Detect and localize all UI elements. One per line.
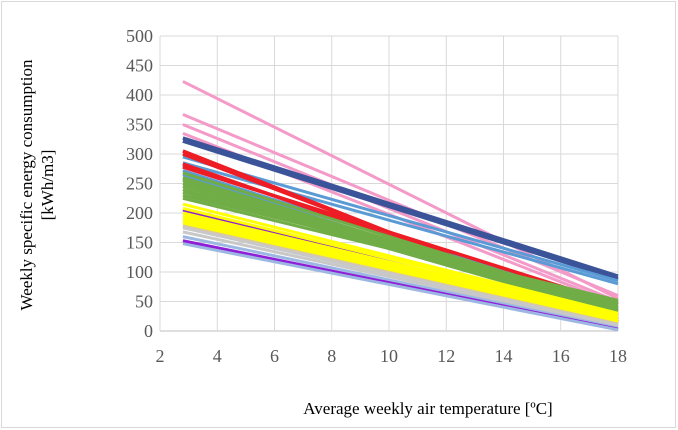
y-tick-label: 450 [126, 56, 153, 76]
x-tick-label: 12 [437, 346, 455, 366]
series-line-6 [182, 139, 619, 281]
series-line-7 [182, 155, 619, 283]
x-tick-labels: 2 4 6 8 10 12 14 16 18 [156, 346, 628, 366]
series-line-37 [182, 235, 619, 330]
series-line-39 [182, 242, 619, 332]
y-tick-label: 150 [126, 233, 153, 253]
series-line-32 [182, 220, 619, 322]
x-tick-label: 2 [156, 346, 165, 366]
x-axis-label: Average weekly air temperature [ºC] [303, 399, 552, 418]
series-line-5 [182, 136, 619, 278]
series-line-3 [182, 123, 619, 303]
y-tick-label: 300 [126, 144, 153, 164]
y-tick-label: 50 [135, 292, 153, 312]
series-line-29 [182, 211, 619, 318]
y-tick-label: 0 [144, 321, 153, 341]
x-tick-label: 14 [495, 346, 513, 366]
series-line-24 [182, 193, 619, 302]
y-tick-label: 200 [126, 203, 153, 223]
y-axis-label-line1: Weekly specific energy consumption [17, 59, 36, 310]
x-tick-label: 10 [380, 346, 398, 366]
x-tick-label: 8 [327, 346, 336, 366]
series-line-36 [182, 230, 619, 328]
series-line-35 [182, 226, 619, 327]
x-tick-label: 18 [609, 346, 627, 366]
series-line-28 [182, 206, 619, 316]
x-tick-label: 4 [213, 346, 222, 366]
y-tick-label: 500 [126, 26, 153, 46]
series-line-2 [182, 113, 619, 297]
y-tick-label: 100 [126, 262, 153, 282]
y-tick-label: 250 [126, 174, 153, 194]
x-tick-label: 16 [552, 346, 570, 366]
y-tick-labels: 0 50 100 150 200 250 300 350 400 450 500 [126, 26, 153, 341]
x-tick-label: 6 [270, 346, 279, 366]
grid [159, 35, 619, 332]
y-axis-label-line2: [kWh/m3] [38, 150, 57, 221]
series-line-25 [182, 196, 619, 306]
series-group [182, 80, 619, 332]
series-line-27 [182, 202, 619, 315]
y-tick-label: 350 [126, 115, 153, 135]
y-tick-label: 400 [126, 85, 153, 105]
